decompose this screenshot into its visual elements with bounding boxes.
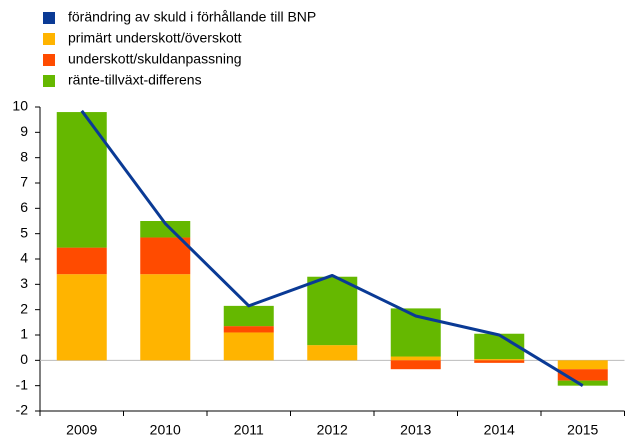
bar (474, 360, 525, 363)
y-tick-label: 10 (12, 98, 28, 114)
x-tick-label: 2015 (567, 422, 598, 437)
bar (474, 359, 525, 361)
legend-label: underskott/skuldanpassning (68, 51, 242, 67)
x-tick-label: 2012 (317, 422, 348, 437)
y-tick-label: -1 (16, 376, 29, 392)
legend-swatch (43, 54, 55, 66)
y-tick-label: 7 (20, 174, 28, 190)
y-tick-label: 9 (20, 123, 28, 139)
y-tick-label: 3 (20, 275, 28, 291)
y-tick-label: 5 (20, 224, 28, 240)
bar (140, 221, 191, 238)
bar (223, 332, 274, 361)
bar (390, 360, 441, 370)
bar (223, 326, 274, 333)
bar (390, 356, 441, 361)
y-tick-label: 8 (20, 148, 28, 164)
y-tick-label: 1 (20, 326, 28, 342)
legend-swatch (43, 75, 55, 87)
y-tick-label: 0 (20, 351, 28, 367)
bar (140, 274, 191, 361)
y-tick-label: -2 (16, 402, 29, 418)
x-tick-label: 2014 (484, 422, 515, 437)
bar (557, 380, 608, 386)
legend-swatch (43, 33, 55, 45)
y-tick-label: 6 (20, 199, 28, 215)
bar (557, 360, 608, 370)
line (80, 109, 584, 387)
bar (56, 274, 107, 361)
bar (56, 247, 107, 275)
bar (307, 276, 358, 346)
bar (223, 305, 274, 327)
legend-label: ränte-tillväxt-differens (68, 72, 202, 88)
x-tick-label: 2010 (150, 422, 181, 437)
legend-label: primärt underskott/överskott (68, 30, 242, 46)
x-tick-label: 2009 (66, 422, 97, 437)
bar (557, 369, 608, 381)
legend-swatch (43, 12, 55, 24)
bar (307, 345, 358, 361)
y-tick-label: 2 (20, 300, 28, 316)
x-tick-label: 2013 (400, 422, 431, 437)
y-tick-label: 4 (20, 250, 28, 266)
legend-label: förändring av skuld i förhållande till B… (68, 9, 316, 25)
bar (140, 237, 191, 275)
x-tick-label: 2011 (234, 422, 264, 437)
